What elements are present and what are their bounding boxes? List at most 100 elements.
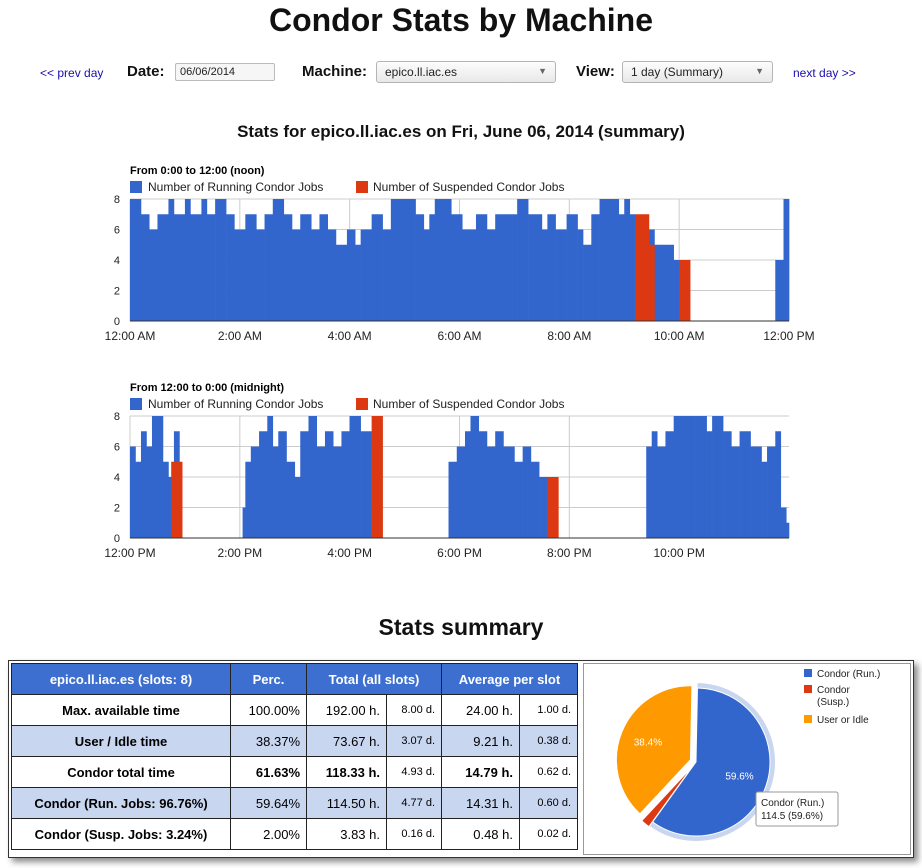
table-cell: 0.16 d. bbox=[386, 818, 442, 850]
machine-select-value: epico.ll.iac.es bbox=[385, 65, 458, 79]
x-tick-label: 4:00 PM bbox=[327, 546, 372, 560]
pie-legend-label: Condor (Susp.) bbox=[817, 685, 850, 708]
view-select[interactable]: 1 day (Summary) ▼ bbox=[622, 61, 773, 83]
y-tick-label: 2 bbox=[114, 286, 120, 298]
running-jobs-bar bbox=[767, 446, 776, 538]
running-jobs-bar bbox=[415, 214, 425, 321]
running-jobs-bar bbox=[294, 477, 301, 538]
running-jobs-bar bbox=[522, 446, 532, 538]
suspended-jobs-bar bbox=[371, 416, 383, 538]
pie-slice-label: 38.4% bbox=[634, 737, 662, 748]
row-label: Max. available time bbox=[11, 694, 231, 726]
table-cell: 100.00% bbox=[230, 694, 307, 726]
running-jobs-bar bbox=[723, 431, 732, 538]
running-jobs-bar bbox=[234, 229, 246, 321]
table-row: Condor (Susp. Jobs: 3.24%) 2.00% 3.83 h. 0.… bbox=[11, 818, 578, 850]
table-header: Total (all slots) bbox=[306, 663, 442, 695]
running-jobs-bar bbox=[547, 214, 556, 321]
chart-marks bbox=[130, 199, 790, 321]
next-day-link[interactable]: next day >> bbox=[793, 66, 856, 80]
running-jobs-bar bbox=[130, 199, 142, 321]
running-jobs-bar bbox=[495, 214, 507, 321]
suspended-jobs-bar bbox=[679, 260, 691, 321]
pie-slice[interactable] bbox=[651, 687, 771, 837]
summary-panel: epico.ll.iac.es (slots: 8) Perc. Total (… bbox=[8, 660, 914, 858]
legend-label-suspended: Number of Suspended Condor Jobs bbox=[373, 397, 564, 411]
table-cell: 2.00% bbox=[230, 818, 307, 850]
running-jobs-bar bbox=[486, 229, 496, 321]
running-jobs-bar bbox=[646, 446, 653, 538]
running-jobs-bar bbox=[475, 214, 488, 321]
running-jobs-bar bbox=[712, 416, 724, 538]
y-tick-label: 8 bbox=[114, 411, 120, 423]
y-tick-label: 2 bbox=[114, 503, 120, 515]
x-tick-label: 12:00 PM bbox=[104, 546, 155, 560]
running-jobs-bar bbox=[695, 416, 707, 538]
chevron-down-icon: ▼ bbox=[538, 66, 547, 76]
running-jobs-bar bbox=[555, 229, 567, 321]
running-jobs-bar bbox=[530, 461, 540, 538]
running-jobs-bar bbox=[539, 477, 548, 538]
pie-chart-panel: 59.6% 38.4% Condor (Run.) Condor (Susp.) User… bbox=[583, 663, 911, 855]
running-jobs-bar bbox=[130, 446, 136, 538]
running-jobs-bar bbox=[429, 214, 436, 321]
machine-select[interactable]: epico.ll.iac.es ▼ bbox=[376, 61, 556, 83]
table-cell: 59.64% bbox=[230, 787, 307, 819]
running-jobs-bar bbox=[517, 199, 529, 321]
chart-afternoon: From 12:00 to 0:00 (midnight) Number of … bbox=[104, 382, 790, 560]
table-row: Condor (Run. Jobs: 96.76%) 59.64% 114.50 h… bbox=[11, 787, 578, 819]
running-jobs-bar bbox=[673, 416, 685, 538]
running-jobs-bar bbox=[201, 199, 208, 321]
running-jobs-bar bbox=[739, 431, 751, 538]
suspended-jobs-bar bbox=[547, 477, 559, 538]
running-jobs-bar bbox=[503, 446, 515, 538]
suspended-jobs-bar bbox=[635, 214, 650, 321]
table-cell: 24.00 h. bbox=[441, 694, 520, 726]
table-cell: 4.93 d. bbox=[386, 756, 442, 788]
running-jobs-bar bbox=[514, 461, 523, 538]
running-jobs-bar bbox=[462, 229, 477, 321]
pie-slice[interactable] bbox=[641, 766, 693, 828]
table-cell: 0.62 d. bbox=[519, 756, 578, 788]
x-tick-label: 8:00 AM bbox=[547, 329, 591, 343]
running-jobs-bar bbox=[761, 461, 768, 538]
running-jobs-bar bbox=[140, 214, 150, 321]
running-jobs-bar bbox=[300, 214, 312, 321]
running-jobs-bar bbox=[434, 199, 452, 321]
prev-day-link[interactable]: << prev day bbox=[40, 66, 104, 80]
pie-tooltip: Condor (Run.) 114.5 (59.6%) bbox=[755, 791, 839, 827]
summary-table: epico.ll.iac.es (slots: 8) Perc. Total (… bbox=[11, 663, 578, 850]
running-jobs-bar bbox=[651, 431, 658, 538]
y-tick-label: 4 bbox=[114, 255, 120, 267]
running-jobs-bar bbox=[486, 446, 496, 538]
running-jobs-bar bbox=[662, 244, 674, 321]
running-jobs-bar bbox=[335, 244, 348, 321]
running-jobs-bar bbox=[267, 416, 274, 538]
x-tick-label: 12:00 PM bbox=[763, 329, 814, 343]
running-jobs-bar bbox=[146, 446, 153, 538]
running-jobs-bar bbox=[731, 446, 740, 538]
row-label: Condor (Susp. Jobs: 3.24%) bbox=[11, 818, 231, 850]
table-cell: 0.60 d. bbox=[519, 787, 578, 819]
running-jobs-bar bbox=[311, 229, 320, 321]
running-jobs-bar bbox=[245, 214, 257, 321]
running-jobs-bar bbox=[168, 199, 175, 321]
running-jobs-bar bbox=[382, 229, 392, 321]
running-jobs-bar bbox=[215, 199, 227, 321]
running-jobs-bar bbox=[706, 431, 713, 538]
running-jobs-bar bbox=[140, 431, 147, 538]
running-jobs-bar bbox=[278, 431, 287, 538]
pie-legend-swatch bbox=[804, 685, 812, 693]
legend-swatch-suspended bbox=[356, 181, 368, 193]
x-tick-label: 2:00 PM bbox=[217, 546, 262, 560]
pie-slice[interactable] bbox=[616, 685, 693, 815]
chart-axes: 0 2 4 6 8 12:00 PM 2:00 PM 4:00 PM 6:00 PM 8:00 P… bbox=[104, 411, 789, 560]
running-jobs-bar bbox=[162, 461, 169, 538]
x-tick-label: 12:00 AM bbox=[105, 329, 156, 343]
date-input[interactable] bbox=[175, 63, 275, 81]
table-header: Average per slot bbox=[441, 663, 578, 695]
running-jobs-bar bbox=[226, 214, 235, 321]
table-row: Condor total time 61.63% 118.33 h. 4.93 d. 1… bbox=[11, 756, 578, 788]
running-jobs-bar bbox=[286, 461, 296, 538]
running-jobs-bar bbox=[783, 199, 790, 321]
